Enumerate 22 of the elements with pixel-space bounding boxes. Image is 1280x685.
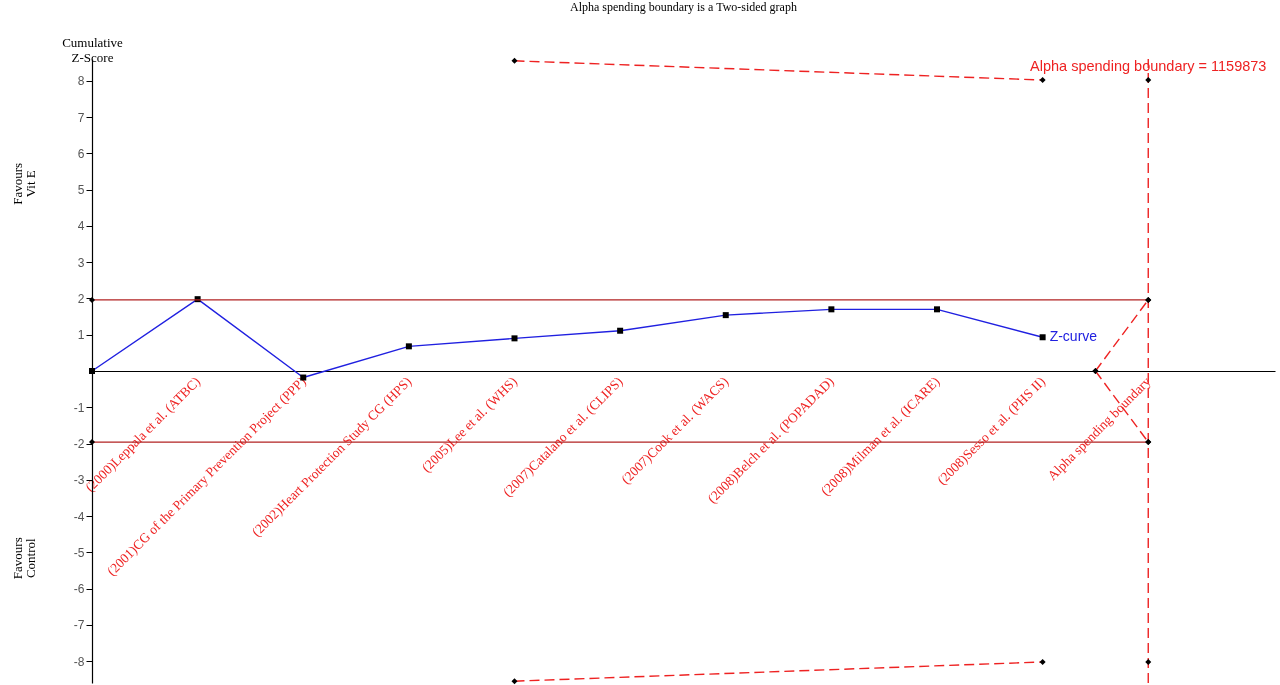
y-tick-label: -1 [73, 400, 85, 415]
y-tick-label: -7 [73, 618, 85, 633]
y-tick-label: 6 [77, 146, 85, 161]
y-tick-label: 1 [77, 328, 85, 343]
y-axis-title: Cumulative Z-Score [62, 34, 124, 65]
y-tick-label: 5 [77, 183, 85, 198]
y-tick-label: -2 [73, 437, 85, 452]
text: Favours Vit E [10, 162, 38, 205]
y-tick-label: 7 [77, 110, 85, 125]
y-tick-label: 4 [77, 219, 85, 234]
chart-title: Alpha spending boundary is a Two-sided graph [570, 0, 797, 14]
y-tick-label: -5 [73, 545, 85, 560]
series-label: Z-curve [1049, 328, 1098, 345]
annotation: Alpha spending boundary = 1159873 [1030, 58, 1267, 75]
text: Favours Control [10, 537, 38, 580]
y-tick-label: 8 [77, 74, 85, 89]
y-tick-label: -6 [73, 582, 85, 597]
y-tick-label: -8 [73, 654, 85, 669]
y-tick-label: 3 [77, 255, 85, 270]
y-tick-label: 2 [77, 291, 85, 306]
y-tick-label: -3 [73, 473, 85, 488]
y-tick-label: -4 [73, 509, 85, 524]
